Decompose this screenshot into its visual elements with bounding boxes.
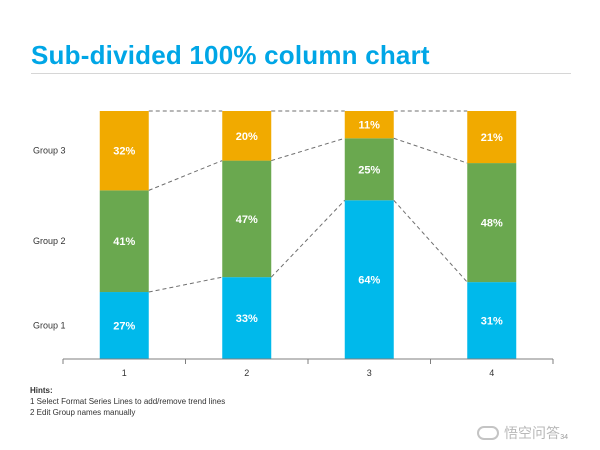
bar-group2-cat1 bbox=[99, 190, 149, 293]
x-tick-label-3: 3 bbox=[367, 368, 372, 378]
bar-group3-cat3 bbox=[344, 111, 394, 139]
data-label-group2-cat2: 47% bbox=[236, 214, 258, 226]
watermark-icon bbox=[477, 426, 499, 440]
bar-group1-cat4 bbox=[467, 282, 517, 359]
data-label-group3-cat1: 32% bbox=[113, 146, 135, 158]
x-tick-label-2: 2 bbox=[244, 368, 249, 378]
data-label-group2-cat1: 41% bbox=[113, 236, 135, 248]
data-label-group1-cat2: 33% bbox=[236, 313, 258, 325]
data-label-group3-cat2: 20% bbox=[236, 131, 258, 143]
watermark-logo: 悟空问答 bbox=[477, 423, 560, 443]
bar-group3-cat4 bbox=[467, 111, 517, 164]
legend-label-group-1: Group 1 bbox=[33, 321, 66, 331]
series-line-2-2-3 bbox=[271, 137, 345, 162]
bar-group1-cat1 bbox=[99, 292, 149, 359]
data-label-group2-cat3: 25% bbox=[358, 164, 380, 176]
hints-panel: Hints: 1 Select Format Series Lines to a… bbox=[30, 385, 225, 418]
data-label-group3-cat4: 21% bbox=[481, 132, 503, 144]
bar-group2-cat4 bbox=[467, 163, 517, 283]
x-tick-label-4: 4 bbox=[489, 368, 494, 378]
series-line-1-2-3 bbox=[270, 199, 346, 278]
chart-title: Sub-divided 100% column chart bbox=[31, 40, 430, 70]
data-label-group1-cat4: 31% bbox=[481, 316, 503, 328]
bar-group2-cat3 bbox=[344, 138, 394, 201]
title-divider bbox=[31, 73, 571, 74]
series-line-1-3-4 bbox=[393, 199, 468, 283]
data-label-group1-cat3: 64% bbox=[358, 275, 380, 287]
page-number: 34 bbox=[560, 434, 568, 441]
bar-group2-cat2 bbox=[222, 160, 272, 278]
bar-group3-cat2 bbox=[222, 111, 272, 161]
data-label-group3-cat3: 11% bbox=[359, 120, 381, 132]
bar-group3-cat1 bbox=[99, 111, 149, 191]
bar-group1-cat2 bbox=[222, 277, 272, 359]
data-label-group1-cat1: 27% bbox=[113, 321, 135, 333]
series-line-2-1-2 bbox=[148, 160, 223, 191]
legend-label-group-3: Group 3 bbox=[33, 146, 66, 156]
series-line-1-1-2 bbox=[148, 276, 223, 293]
x-tick-label-1: 1 bbox=[122, 368, 127, 378]
hints-title: Hints: bbox=[30, 386, 53, 395]
hint-item-2: 2 Edit Group names manually bbox=[30, 408, 136, 417]
legend-label-group-2: Group 2 bbox=[33, 236, 66, 246]
bar-group1-cat3 bbox=[344, 200, 394, 359]
data-label-group2-cat4: 48% bbox=[481, 218, 503, 230]
watermark-text: 悟空问答 bbox=[504, 425, 560, 441]
hint-item-1: 1 Select Format Series Lines to add/remo… bbox=[30, 397, 226, 406]
series-line-2-3-4 bbox=[393, 137, 468, 164]
